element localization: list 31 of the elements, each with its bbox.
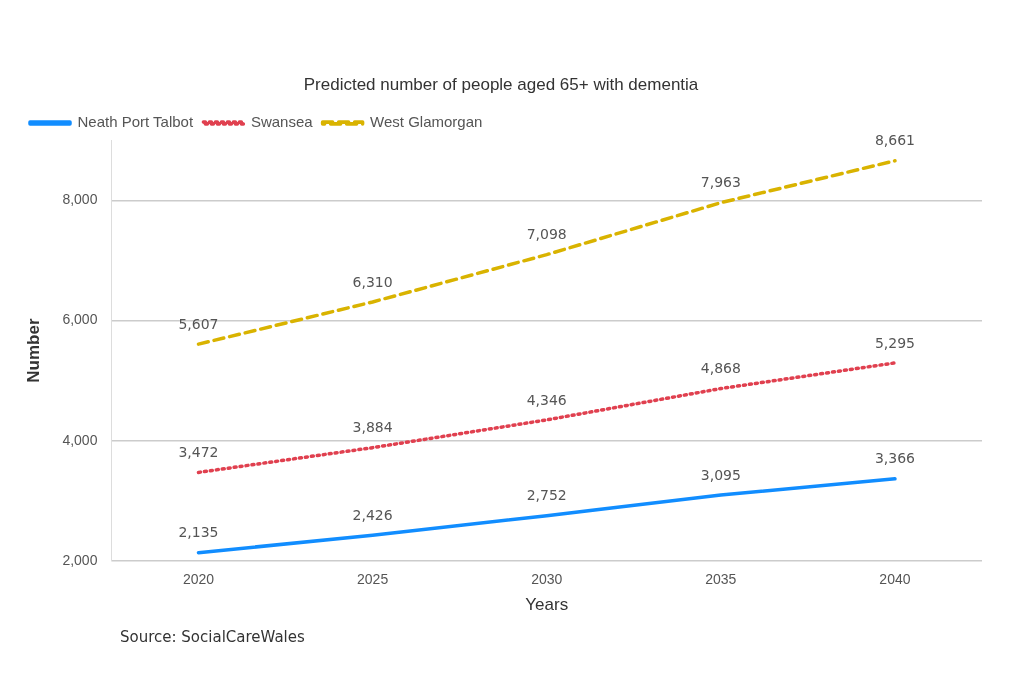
data-label: 7,963	[700, 174, 741, 191]
data-label: 2,752	[526, 487, 567, 504]
x-tick-label: 2030	[531, 571, 563, 588]
x-axis-title: Years	[525, 595, 569, 615]
data-label: 4,868	[700, 360, 741, 377]
data-label: 5,295	[874, 334, 915, 351]
data-label: 4,346	[526, 391, 567, 408]
data-label: 3,884	[352, 419, 393, 436]
x-tick-label: 2025	[357, 571, 389, 588]
chart-title: Predicted number of people aged 65+ with dementia	[303, 74, 699, 94]
data-label: 8,661	[874, 132, 915, 149]
data-label: 6,310	[352, 273, 393, 290]
source-note: Source: SocialCareWales	[120, 628, 305, 646]
y-axis-title: Number	[23, 318, 43, 383]
data-label: 2,135	[178, 524, 219, 541]
x-tick-label: 2035	[705, 571, 737, 588]
y-tick-label: 2,000	[62, 551, 98, 568]
y-tick-label: 8,000	[62, 191, 98, 208]
legend-label: West Glamorgan	[370, 113, 483, 131]
y-tick-label: 4,000	[62, 431, 98, 448]
y-tick-label: 6,000	[62, 311, 98, 328]
data-label: 7,098	[526, 226, 567, 243]
legend-label: Swansea	[250, 113, 314, 131]
data-label: 3,366	[874, 450, 916, 467]
legend-label: Neath Port Talbot	[77, 113, 194, 131]
data-label: 2,426	[352, 506, 393, 523]
data-label: 3,095	[700, 466, 741, 483]
x-tick-label: 2020	[182, 571, 215, 588]
data-label: 5,607	[178, 315, 219, 332]
data-label: 3,472	[178, 444, 219, 461]
x-tick-label: 2040	[879, 571, 911, 588]
